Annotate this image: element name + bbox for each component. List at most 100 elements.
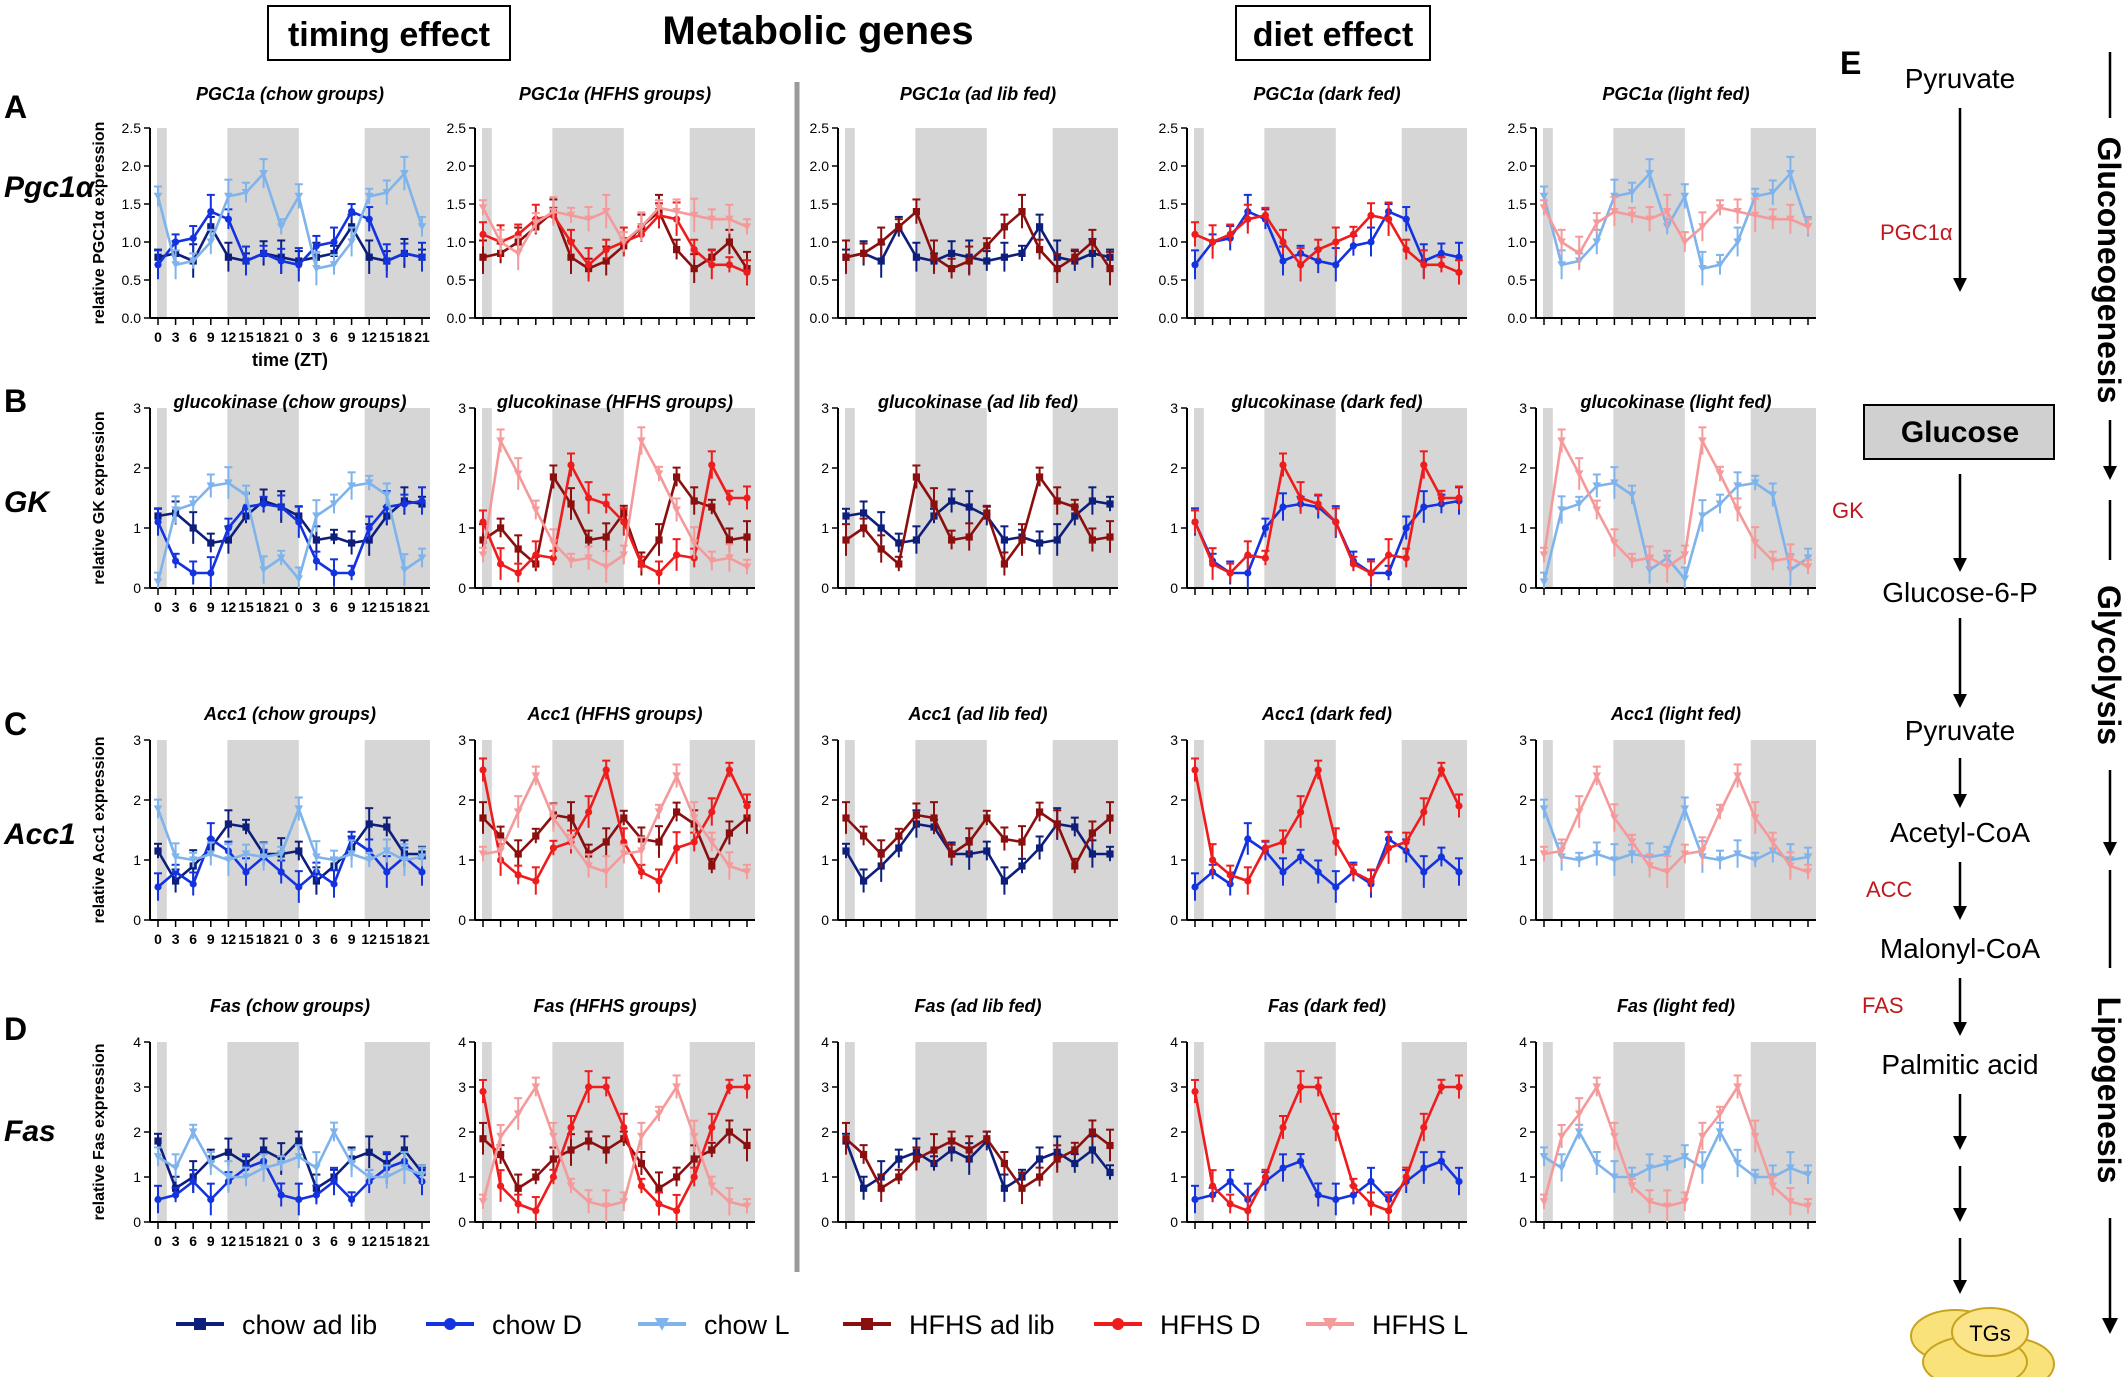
- y-tick-label: 0.0: [1159, 310, 1179, 326]
- data-point: [478, 204, 488, 212]
- data-point: [329, 856, 339, 864]
- data-point: [1715, 1110, 1725, 1118]
- y-tick-label: 1: [821, 852, 829, 868]
- data-point: [224, 479, 233, 487]
- data-point: [1349, 1182, 1357, 1190]
- data-point: [1261, 844, 1269, 852]
- data-point: [242, 823, 250, 831]
- data-point: [673, 246, 681, 254]
- data-point: [912, 208, 920, 216]
- data-point: [224, 820, 232, 828]
- data-point: [277, 868, 285, 876]
- data-point: [207, 208, 215, 216]
- data-point: [1191, 1087, 1199, 1096]
- series-line-hfhs-l: [481, 206, 748, 255]
- data-point: [189, 1177, 197, 1186]
- data-point: [189, 524, 197, 532]
- data-point: [330, 238, 338, 246]
- data-point: [1698, 1164, 1707, 1172]
- data-point: [400, 249, 408, 257]
- data-point: [1715, 1128, 1725, 1136]
- data-point: [1402, 1173, 1410, 1181]
- x-tick-label: 18: [397, 1233, 413, 1249]
- data-point: [294, 1153, 304, 1161]
- data-point: [1592, 850, 1602, 858]
- panel-title: PGC1α (HFHS groups): [519, 84, 711, 104]
- data-point: [1279, 461, 1287, 469]
- data-point: [1000, 560, 1008, 568]
- data-point: [672, 208, 681, 216]
- data-point: [655, 536, 663, 544]
- data-point: [1036, 246, 1044, 254]
- data-point: [1539, 1153, 1549, 1161]
- panel-title: glucokinase (ad lib fed): [877, 392, 1078, 412]
- y-tick-label: 1.0: [810, 234, 830, 250]
- series-line-hfhs-d: [1193, 768, 1461, 883]
- dark-phase-shading: [1543, 740, 1553, 920]
- dark-phase-shading: [1543, 128, 1553, 318]
- data-point: [1592, 482, 1602, 490]
- data-point: [532, 551, 540, 559]
- data-point: [1610, 814, 1619, 822]
- data-point: [1036, 808, 1044, 816]
- dark-phase-shading: [1750, 740, 1816, 920]
- data-point: [1557, 1164, 1566, 1172]
- dark-phase-shading: [1264, 1042, 1336, 1222]
- data-point: [276, 223, 286, 231]
- data-point: [567, 1146, 575, 1154]
- panel-B-5: 0 1 2 3 glucokinase (light fed): [1519, 392, 1816, 596]
- y-tick-label: 2: [133, 1124, 141, 1140]
- row-letter-D: D: [4, 1011, 27, 1047]
- side-arrow-head: [2103, 842, 2117, 856]
- data-point: [895, 1155, 903, 1163]
- data-point: [1786, 554, 1795, 562]
- diet-effect-label: diet effect: [1253, 16, 1414, 54]
- data-point: [531, 772, 541, 780]
- data-point: [347, 1159, 356, 1168]
- data-point: [742, 1202, 752, 1211]
- data-point: [260, 1146, 268, 1154]
- data-point: [585, 494, 593, 502]
- data-point: [895, 844, 903, 852]
- data-point: [930, 814, 938, 822]
- data-point: [365, 253, 373, 261]
- data-point: [479, 536, 487, 544]
- data-point: [1627, 189, 1637, 197]
- row-letter-C: C: [4, 706, 27, 742]
- pathway-arrow: [1953, 108, 1967, 292]
- data-point: [513, 1110, 523, 1118]
- data-point: [1297, 494, 1305, 502]
- data-point: [330, 1177, 338, 1186]
- data-point: [400, 1164, 409, 1172]
- x-tick-label: 6: [189, 329, 197, 345]
- data-point: [1349, 560, 1357, 568]
- data-point: [655, 877, 663, 885]
- data-point: [188, 856, 198, 864]
- data-point: [348, 1195, 356, 1204]
- data-point: [1539, 850, 1549, 858]
- data-point: [1279, 257, 1287, 265]
- data-point: [532, 1207, 540, 1215]
- y-tick-label: 4: [458, 1034, 466, 1050]
- series-line-chow-d: [1193, 210, 1460, 267]
- y-tick-label: 3: [133, 1079, 141, 1095]
- data-point: [1209, 238, 1217, 246]
- data-point: [842, 536, 850, 544]
- data-point: [842, 253, 850, 261]
- y-tick-label: 1: [133, 852, 141, 868]
- data-point: [383, 257, 391, 265]
- data-point: [743, 802, 751, 810]
- series-line-hfhs-ad-lib: [845, 475, 1111, 566]
- data-point: [673, 551, 681, 559]
- data-point: [860, 877, 868, 885]
- data-point: [743, 268, 751, 276]
- data-point: [1733, 506, 1742, 514]
- data-point: [965, 1146, 973, 1154]
- data-point: [513, 808, 523, 816]
- data-point: [330, 880, 338, 888]
- data-point: [383, 868, 391, 876]
- x-tick-label: 0: [295, 931, 303, 947]
- data-point: [948, 850, 956, 858]
- data-point: [496, 1132, 505, 1141]
- data-point: [725, 1128, 733, 1136]
